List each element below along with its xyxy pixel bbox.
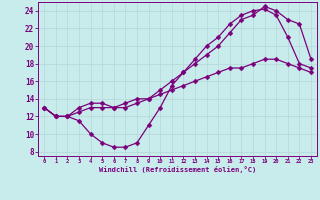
X-axis label: Windchill (Refroidissement éolien,°C): Windchill (Refroidissement éolien,°C) [99, 166, 256, 173]
